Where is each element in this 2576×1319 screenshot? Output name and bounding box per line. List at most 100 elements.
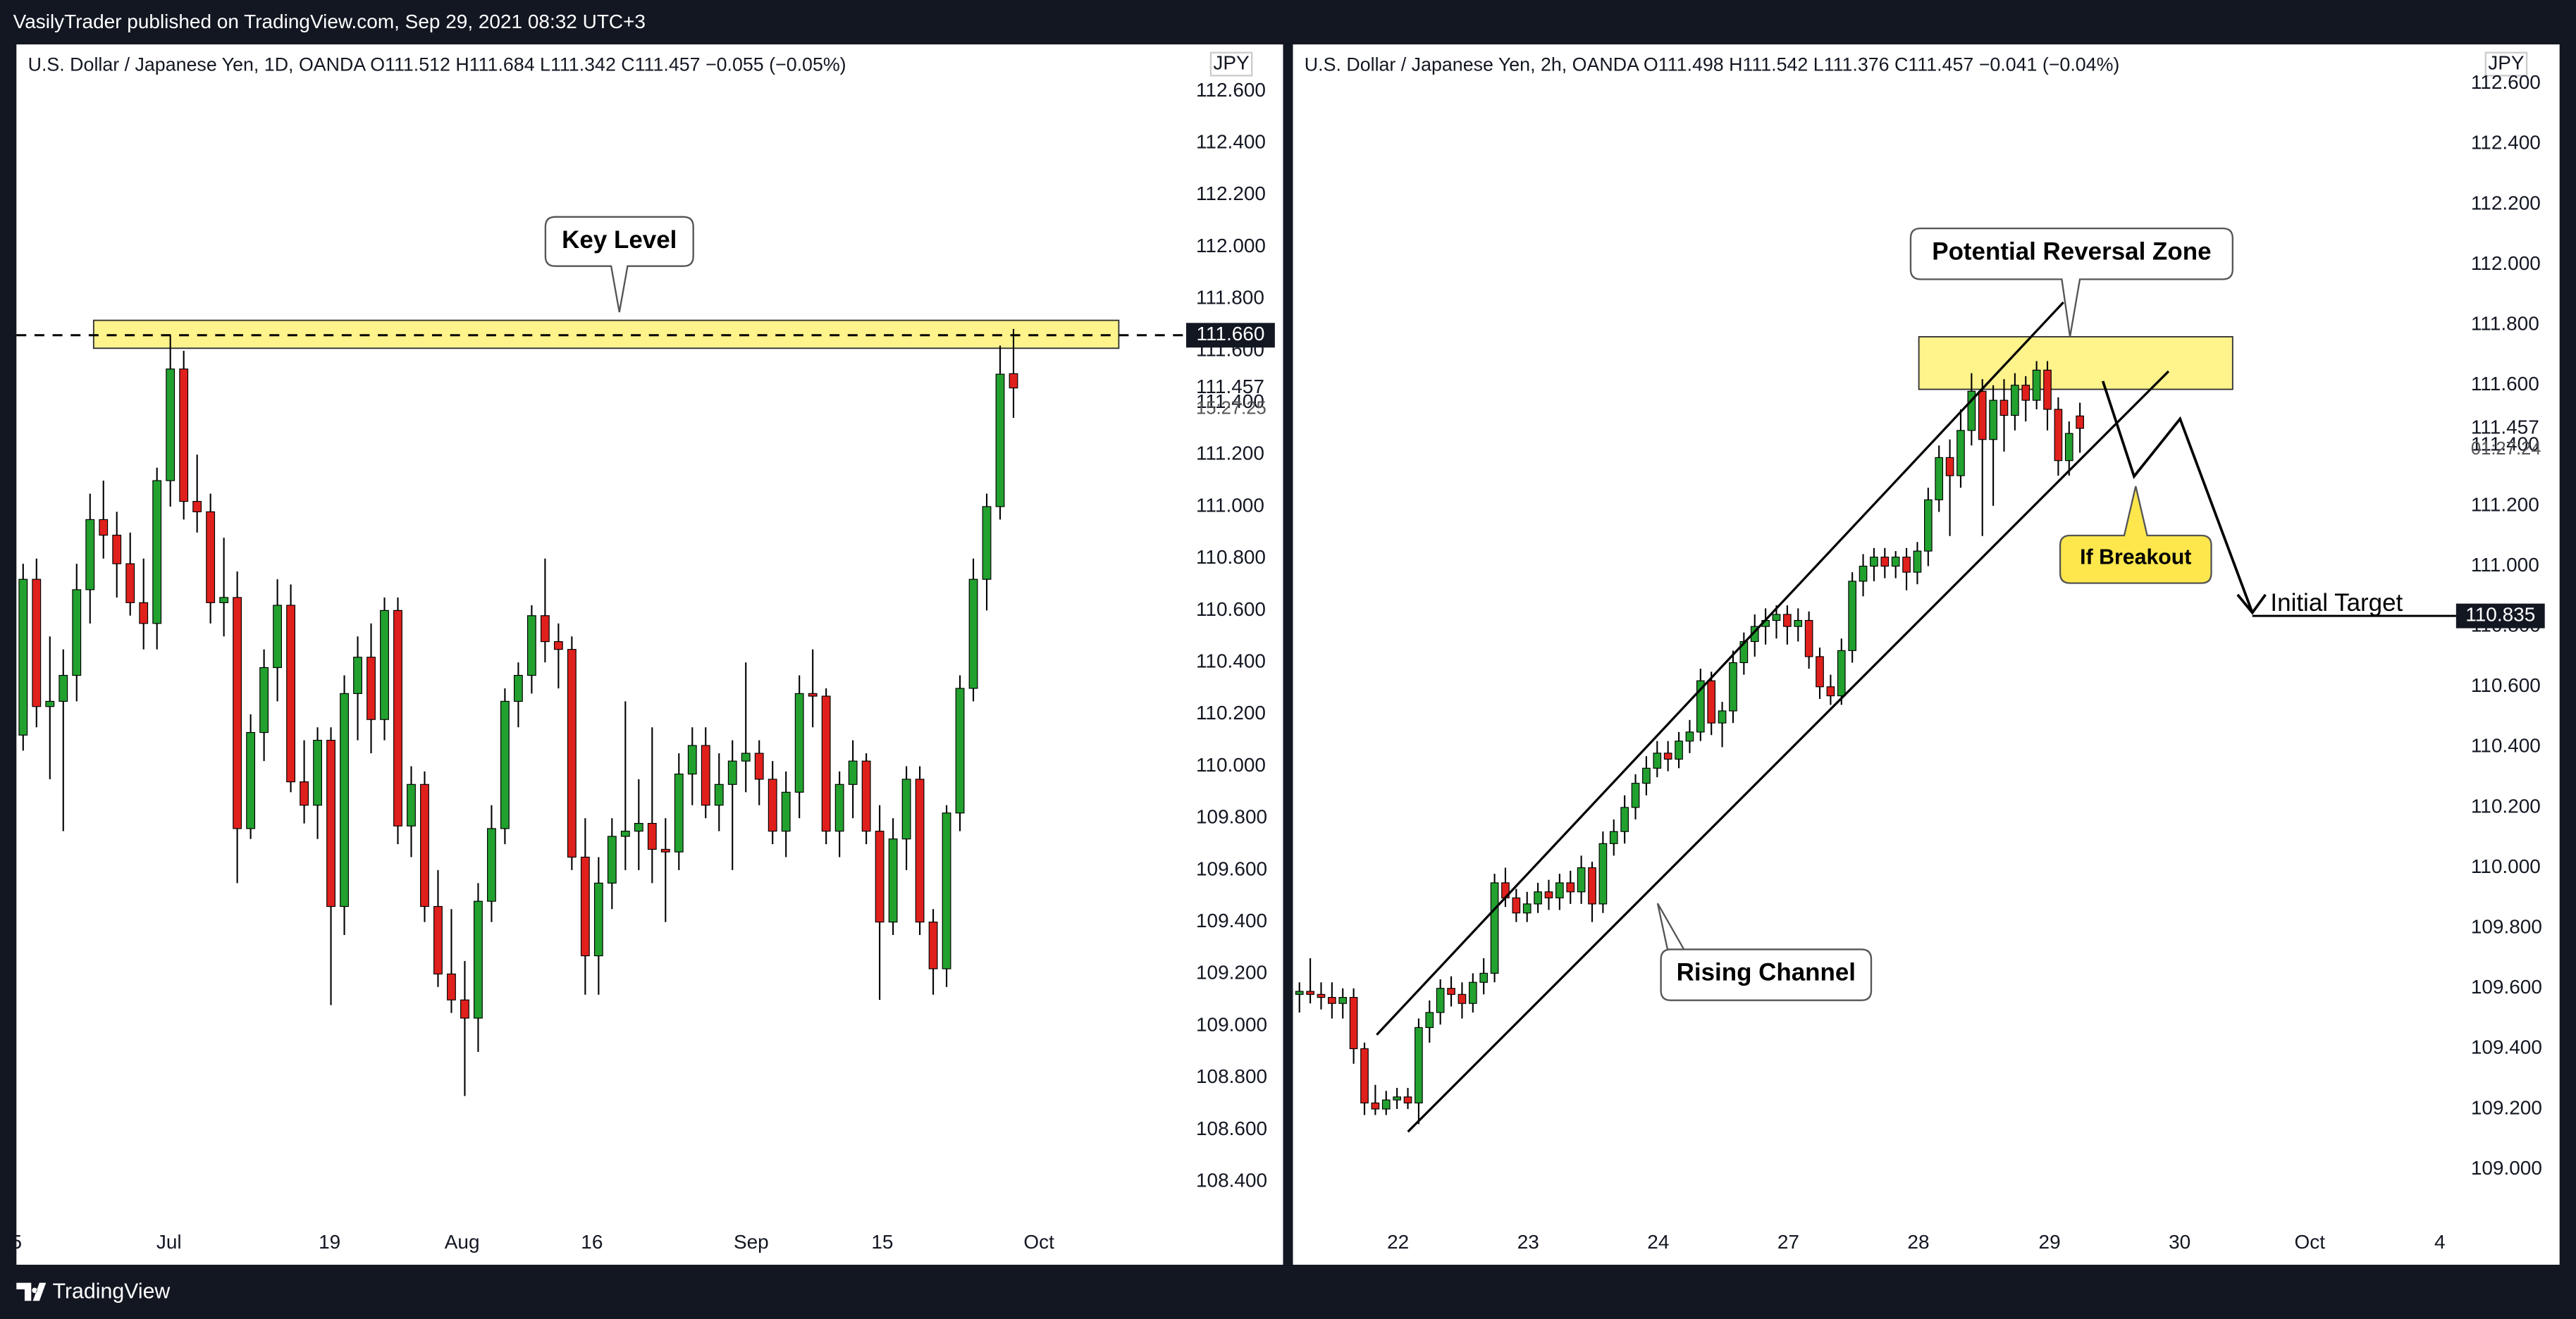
candle-body	[754, 753, 764, 780]
header-text: VasilyTrader published on TradingView.co…	[13, 11, 646, 32]
candle-body	[1837, 650, 1846, 697]
x-tick-label: 29	[2039, 1231, 2061, 1253]
last-price: 111.457	[2471, 416, 2539, 438]
candle-body	[1902, 557, 1911, 573]
candle-body	[1956, 430, 1965, 476]
candle-body	[192, 501, 202, 512]
x-tick-label: 27	[1777, 1231, 1799, 1253]
candle-body	[32, 578, 42, 707]
candle-body	[179, 369, 189, 502]
y-tick-label: 109.800	[2471, 916, 2542, 938]
candle-body	[915, 779, 925, 923]
y-tick-label: 111.000	[2471, 554, 2539, 576]
candle-body	[1490, 882, 1499, 974]
candle-body	[1729, 662, 1737, 712]
candle-body	[808, 693, 818, 697]
candle-body	[593, 882, 603, 957]
candle-body	[219, 597, 229, 603]
y-tick-label: 112.600	[2471, 71, 2541, 93]
candle-body	[500, 700, 510, 829]
candle-body	[674, 773, 684, 853]
countdown: 15:27:25	[1196, 399, 1267, 419]
candle-body	[741, 753, 751, 762]
chart-title: U.S. Dollar / Japanese Yen, 1D, OANDA O1…	[28, 54, 846, 75]
candle-body	[2021, 385, 2030, 401]
y-tick-label: 109.600	[1196, 857, 1267, 879]
candle-body	[18, 578, 28, 736]
candle-body	[660, 848, 670, 853]
candle-body	[1826, 686, 1835, 697]
level-label: 110.835	[2465, 604, 2535, 626]
candle-body	[540, 615, 550, 643]
right-panel	[1293, 44, 2560, 1265]
candle-body	[1468, 981, 1477, 1004]
y-tick-label: 112.400	[1196, 130, 1266, 152]
candle-body	[1317, 993, 1326, 998]
candle-body	[1403, 1096, 1412, 1103]
x-tick-label: 5	[11, 1231, 23, 1253]
y-tick-label: 112.400	[2471, 132, 2541, 154]
level-label: 111.660	[1196, 323, 1264, 345]
candle-body	[553, 641, 563, 650]
y-tick-label: 110.800	[1196, 546, 1266, 568]
candle-body	[620, 831, 630, 837]
x-tick-label: Jul	[156, 1231, 182, 1253]
candle-body	[1880, 557, 1890, 567]
candle-body	[206, 511, 216, 603]
candle-body	[955, 688, 965, 814]
candle-body	[2043, 369, 2052, 410]
left-plot	[16, 328, 1186, 1096]
footer: TradingView	[16, 1280, 170, 1303]
candle-body	[1989, 400, 1997, 440]
candle-body	[1381, 1099, 1391, 1110]
candle-body	[1631, 783, 1640, 808]
candle-body	[901, 779, 911, 840]
annotations: Key Level Potential Reversal Zone If Bre…	[544, 216, 2403, 1133]
candle-body	[1945, 457, 1954, 476]
candle-body	[1891, 557, 1900, 567]
candle-body	[1794, 619, 1803, 627]
candle-body	[1696, 680, 1705, 733]
y-tick-label: 108.800	[1196, 1065, 1267, 1087]
candle-body	[407, 784, 416, 826]
candle-body	[420, 784, 429, 908]
arrow-head	[2236, 593, 2267, 615]
callout-text: Rising Channel	[1677, 959, 1856, 986]
candle-body	[1306, 991, 1314, 995]
candle-body	[326, 740, 335, 908]
candle-body	[1816, 656, 1824, 688]
candle-body	[2076, 415, 2084, 429]
candle-body	[1642, 767, 1651, 784]
candle-body	[1804, 619, 1813, 657]
candle-body	[1534, 891, 1542, 905]
candle-body	[1349, 997, 1358, 1049]
chart-title: U.S. Dollar / Japanese Yen, 2h, OANDA O1…	[1305, 54, 2120, 75]
callout-text: Potential Reversal Zone	[1932, 237, 2211, 265]
candle-body	[393, 609, 402, 826]
x-tick-label: 16	[581, 1231, 603, 1253]
reversal-zone	[1918, 336, 2233, 390]
x-tick-label: 4	[2434, 1231, 2446, 1253]
candle-body	[888, 838, 898, 923]
candle-body	[701, 745, 710, 806]
candle-body	[526, 615, 536, 676]
candle-body	[875, 831, 885, 923]
x-tick-label: 30	[2169, 1231, 2190, 1253]
candle-body	[928, 922, 938, 970]
currency: JPY	[1213, 51, 1250, 73]
level-box	[2455, 603, 2545, 628]
y-tick-label: 112.000	[2471, 252, 2541, 274]
x-tick-label: Oct	[2294, 1231, 2325, 1253]
brand: TradingView	[53, 1280, 171, 1303]
candle-body	[714, 784, 724, 806]
candle-body	[942, 812, 951, 970]
candle-body	[982, 506, 992, 580]
y-tick-label: 109.400	[2471, 1036, 2542, 1058]
candle-body	[259, 667, 269, 733]
y-tick-label: 111.400	[2471, 433, 2539, 455]
candle-body	[1436, 988, 1445, 1013]
candle-body	[687, 745, 697, 775]
y-tick-label: 112.200	[2471, 192, 2541, 213]
candle-body	[152, 480, 162, 624]
currency: JPY	[2488, 51, 2525, 73]
